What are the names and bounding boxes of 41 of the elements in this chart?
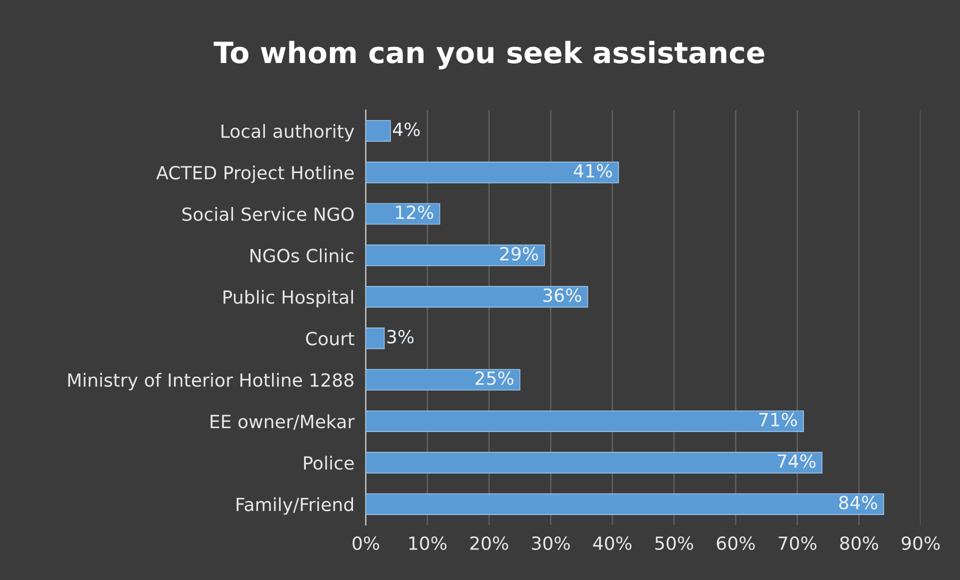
x-tick-label: 90% [902, 536, 940, 550]
bar [366, 327, 385, 350]
data-label: 29% [500, 246, 538, 261]
bar [366, 410, 804, 432]
bar [366, 162, 619, 184]
data-label: 4% [392, 122, 420, 136]
x-tick-label: 70% [778, 536, 816, 550]
y-tick-label: Family/Friend [236, 497, 354, 515]
y-tick-label: Local authority [222, 124, 354, 142]
y-tick-label: Court [306, 332, 354, 346]
x-tick-label: 10% [409, 536, 446, 550]
x-tick-label: 0% [352, 536, 380, 550]
y-tick-label: Social Service NGO [182, 207, 354, 221]
bar [366, 244, 545, 266]
x-tick-label: 50% [655, 536, 694, 550]
bar [366, 493, 884, 515]
x-tick-label: 80% [840, 536, 878, 550]
chart-title: To whom can you seek assistance [214, 40, 764, 70]
y-tick-label: Police [304, 456, 354, 470]
bar [366, 203, 440, 225]
bar [366, 120, 391, 142]
data-label: 71% [759, 412, 797, 426]
data-label: 3% [387, 330, 414, 344]
data-label: 74% [778, 454, 816, 468]
x-tick-label: 20% [470, 536, 508, 550]
y-tick-label: NGOs Clinic [250, 248, 354, 262]
data-label: 25% [476, 371, 514, 385]
y-tick-label: EE owner/Mekar [210, 414, 355, 430]
x-tick-label: 40% [593, 536, 632, 550]
data-label: 84% [839, 496, 878, 510]
data-label: 41% [574, 164, 612, 178]
bar [366, 368, 520, 391]
x-tick-label: 30% [532, 536, 570, 550]
bar [366, 452, 822, 474]
data-label: 12% [396, 205, 434, 220]
data-label: 36% [543, 288, 582, 302]
x-tick-label: 60% [716, 536, 755, 550]
y-tick-label: ACTED Project Hotline [156, 166, 354, 184]
y-tick-label: Ministry of Interior Hotline 1288 [68, 372, 354, 390]
y-tick-label: Public Hospital [224, 290, 353, 308]
bar [366, 286, 588, 308]
